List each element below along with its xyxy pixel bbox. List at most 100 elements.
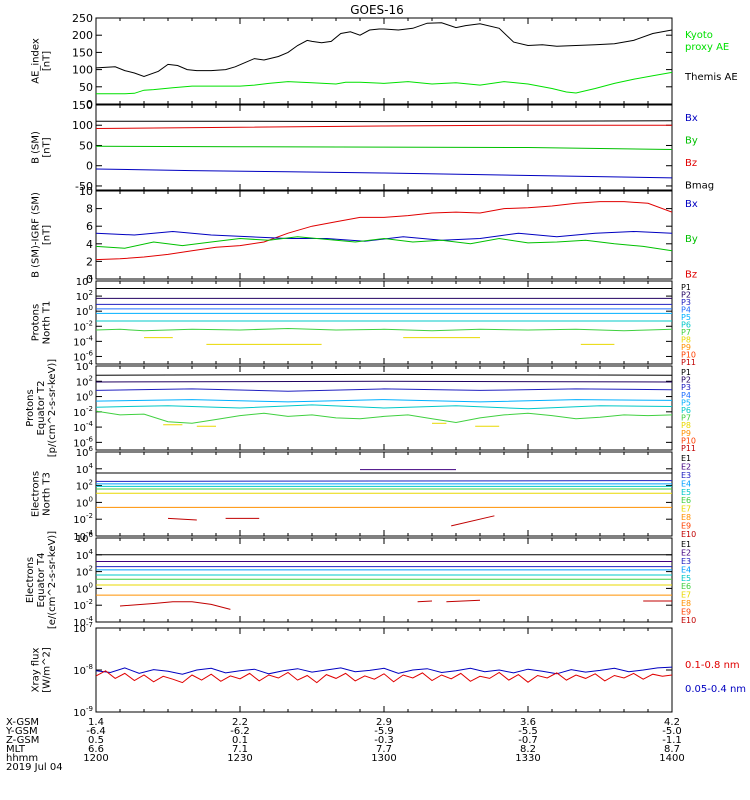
data-segment <box>167 517 197 521</box>
y-tick-label-electrons-north: 102 <box>76 479 93 493</box>
y-tick-label-bsm: 0 <box>86 160 93 173</box>
legend-entry: P4 <box>681 391 691 400</box>
y-tick-label-bsm: -50 <box>75 180 93 193</box>
ephemeris-value: -0.7 <box>518 735 538 746</box>
y-tick-label-ae: 50 <box>79 81 93 94</box>
y-tick-label-xray: 10-9 <box>73 705 93 719</box>
y-tick-label-bsm-igrf: 4 <box>86 238 93 251</box>
legend-entry: P1 <box>681 368 691 377</box>
ephemeris-value: -5.9 <box>374 726 394 737</box>
panel-xray: 10-7 10-8 10-9 Xray flux [W/m^2] 0.1-0.8 nm 0.… <box>31 621 747 719</box>
legend-entry: E7 <box>681 505 691 514</box>
legend-entry: E8 <box>681 599 691 608</box>
legend-entry: P11 <box>681 358 696 367</box>
ephemeris-row-label: Z-GSM <box>6 735 39 746</box>
y-tick-label-protons-equator: 102 <box>76 374 93 388</box>
series-line-bmag <box>96 120 672 123</box>
series-line-0-05-0-4-nm <box>96 666 672 675</box>
y-axis-label-electrons-north: Electrons <box>31 471 42 517</box>
y-tick-label-ae: 200 <box>72 29 93 42</box>
panel-frame-electrons-north <box>95 451 673 537</box>
y-tick-label-bsm-igrf: 8 <box>86 203 93 216</box>
series-line-bz <box>96 124 672 129</box>
legend-entry: P6 <box>681 406 691 415</box>
series-line-e3 <box>96 480 672 482</box>
y-tick-label-protons-equator: 10-4 <box>73 420 93 434</box>
series-line-p1 <box>96 373 672 376</box>
data-segment <box>446 599 481 603</box>
plot-title: GOES-16 <box>350 3 404 17</box>
y-tick-label-electrons-equator: 102 <box>76 565 93 579</box>
series-line-p2 <box>96 380 672 383</box>
y-tick-label-protons-equator: 100 <box>76 390 93 404</box>
legend-entry: P2 <box>681 291 691 300</box>
legend-entry: Kyoto <box>685 30 713 41</box>
legend-entry: E6 <box>681 496 691 505</box>
legend-entry: P6 <box>681 321 691 330</box>
y-axis-label-electrons-equator: Equator T4 <box>36 553 47 608</box>
ephemeris-value: 1230 <box>227 753 252 764</box>
ephemeris-value: 1300 <box>371 753 396 764</box>
ephemeris-value: 4.2 <box>664 717 680 728</box>
legend-entry: P11 <box>681 444 696 453</box>
legend-entry: P2 <box>681 376 691 385</box>
legend-entry: P4 <box>681 306 691 315</box>
series-line-p6 <box>96 404 672 410</box>
legend-entry: P1 <box>681 283 691 292</box>
legend-entry: P3 <box>681 383 691 392</box>
y-tick-label-ae: 150 <box>72 46 93 59</box>
y-tick-label-protons-north: 10-6 <box>73 349 93 363</box>
y-axis-label-ae: AE_index <box>31 38 42 84</box>
legend-entry: E3 <box>681 557 691 566</box>
y-tick-label-electrons-equator: 10-4 <box>73 615 93 629</box>
panel-frame-bsm-igrf <box>95 190 673 280</box>
y-axis-label-protons-equator: Equator T2 <box>36 381 47 436</box>
ephemeris-value: 2.9 <box>376 717 392 728</box>
y-tick-label-protons-north: 100 <box>76 304 93 318</box>
y-tick-label-electrons-equator: 106 <box>76 531 94 545</box>
y-tick-label-protons-north: 102 <box>76 289 93 303</box>
y-tick-label-bsm: 100 <box>72 119 93 132</box>
legend-entry: P7 <box>681 414 691 423</box>
y-axis-label-xray: Xray flux <box>31 648 42 693</box>
ephemeris-value: 3.6 <box>520 717 536 728</box>
legend-entry: 0.05-0.4 nm <box>685 684 746 695</box>
legend-entry: P10 <box>681 436 696 445</box>
ephemeris-value: 1.4 <box>88 717 104 728</box>
ephemeris-value: 1400 <box>659 753 684 764</box>
y-tick-label-protons-north: 10-2 <box>73 319 93 333</box>
legend-entry: Bz <box>685 269 697 280</box>
y-axis-label-protons-equator: [p/(cm^2-s-sr-keV)] <box>47 359 58 458</box>
ephemeris-value: 8.7 <box>664 744 680 755</box>
legend-entry: P5 <box>681 398 691 407</box>
panel-electrons-equator: 106 104 102 100 10-2 10-4 Electrons Equator T4[… <box>25 531 696 629</box>
legend-entry: Bmag <box>685 180 714 191</box>
y-tick-label-electrons-north: 100 <box>76 495 93 509</box>
y-tick-label-electrons-north: 10-4 <box>73 529 93 543</box>
y-tick-label-xray: 10-7 <box>73 621 93 635</box>
ephemeris-row-label: Y-GSM <box>5 726 38 737</box>
legend-entry: Themis AE <box>684 72 738 83</box>
ephemeris-value: 7.7 <box>376 744 392 755</box>
legend-entry: E5 <box>681 574 691 583</box>
y-tick-label-protons-equator: 10-6 <box>73 435 93 449</box>
series-line-themis-ae <box>96 22 672 78</box>
legend-entry: P3 <box>681 298 691 307</box>
legend-entry: P10 <box>681 351 696 360</box>
ephemeris-value: -1.1 <box>662 735 682 746</box>
y-tick-label-bsm-igrf: 2 <box>86 255 93 268</box>
legend-entry: E10 <box>681 530 696 539</box>
ephemeris-value: -5.0 <box>662 726 682 737</box>
legend-entry: E6 <box>681 582 691 591</box>
legend-entry: By <box>685 234 698 245</box>
y-tick-label-electrons-equator: 10-2 <box>73 598 93 612</box>
legend-entry: E2 <box>681 462 691 471</box>
legend-entry: E1 <box>681 454 691 463</box>
series-line-0-1-0-8-nm <box>96 670 672 684</box>
ephemeris-row-label: MLT <box>6 744 26 755</box>
y-axis-label-bsm-igrf: B (SM)-IGRF (SM) <box>31 192 42 278</box>
